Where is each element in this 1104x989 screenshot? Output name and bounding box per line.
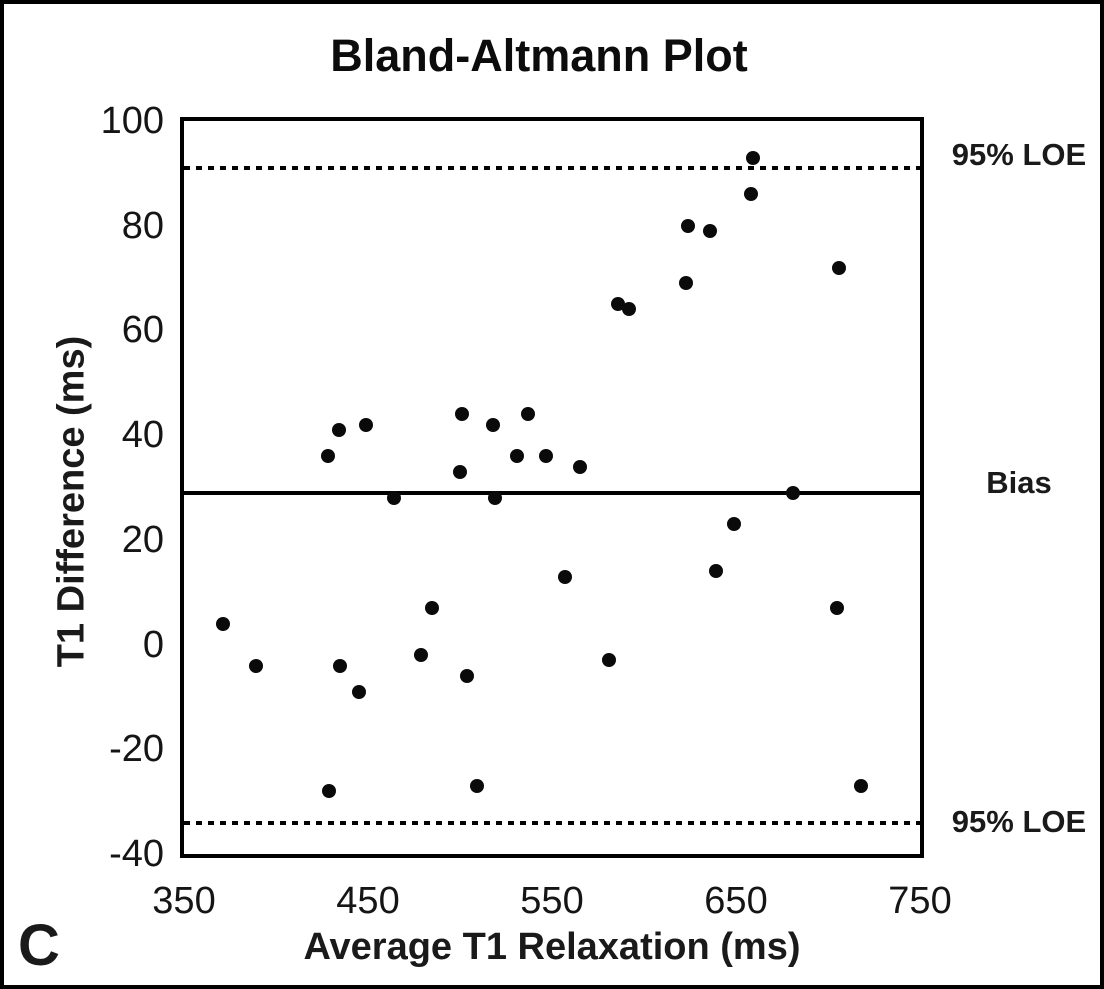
data-point [248, 658, 263, 673]
loe-label: 95% LOE [951, 803, 1087, 839]
data-point [331, 422, 346, 437]
data-point [322, 784, 337, 799]
data-point [320, 449, 335, 464]
x-tick-label: 450 [336, 880, 400, 922]
data-point [510, 449, 525, 464]
data-point [454, 407, 469, 422]
data-point [786, 485, 801, 500]
bias-label: Bias [986, 464, 1052, 500]
data-point [743, 187, 758, 202]
y-tick-label: 0 [142, 623, 164, 666]
data-point [414, 648, 429, 663]
data-point [425, 600, 440, 615]
x-tick-label: 350 [152, 880, 216, 922]
data-point [359, 417, 374, 432]
data-point [460, 668, 475, 683]
loe-line [184, 166, 920, 171]
y-tick-label: 100 [100, 100, 164, 142]
data-point [681, 218, 696, 233]
data-point [703, 223, 718, 238]
data-point [333, 658, 348, 673]
data-point [679, 276, 694, 291]
loe-line [184, 820, 920, 825]
data-point [557, 569, 572, 584]
y-tick-label: -40 [109, 833, 164, 875]
y-tick-label: 80 [121, 204, 164, 247]
data-point [469, 778, 484, 793]
data-point [745, 150, 760, 165]
plot-area [180, 117, 924, 858]
data-point [832, 260, 847, 275]
panel-label: C [18, 913, 60, 978]
y-tick-label: -20 [109, 728, 164, 771]
data-point [351, 684, 366, 699]
data-point [830, 600, 845, 615]
x-tick-label: 750 [888, 880, 952, 922]
data-point [521, 407, 536, 422]
data-point [602, 653, 617, 668]
data-point [727, 517, 742, 532]
x-axis-title: Average T1 Relaxation (ms) [303, 926, 801, 968]
y-tick-label: 60 [121, 309, 164, 352]
data-point [622, 302, 637, 317]
data-point [487, 490, 502, 505]
data-point [215, 616, 230, 631]
data-point [539, 449, 554, 464]
data-point [854, 778, 869, 793]
loe-label: 95% LOE [951, 137, 1087, 173]
data-point [611, 297, 626, 312]
data-point [486, 417, 501, 432]
data-point [386, 490, 401, 505]
x-tick-label: 550 [520, 880, 584, 922]
bias-line [184, 490, 920, 495]
y-tick-label: 40 [121, 414, 164, 457]
chart-title: Bland-Altmann Plot [330, 30, 748, 81]
data-point [708, 564, 723, 579]
y-tick-label: 20 [121, 518, 164, 561]
x-tick-label: 650 [704, 880, 768, 922]
data-point [453, 464, 467, 479]
data-point [572, 459, 587, 474]
